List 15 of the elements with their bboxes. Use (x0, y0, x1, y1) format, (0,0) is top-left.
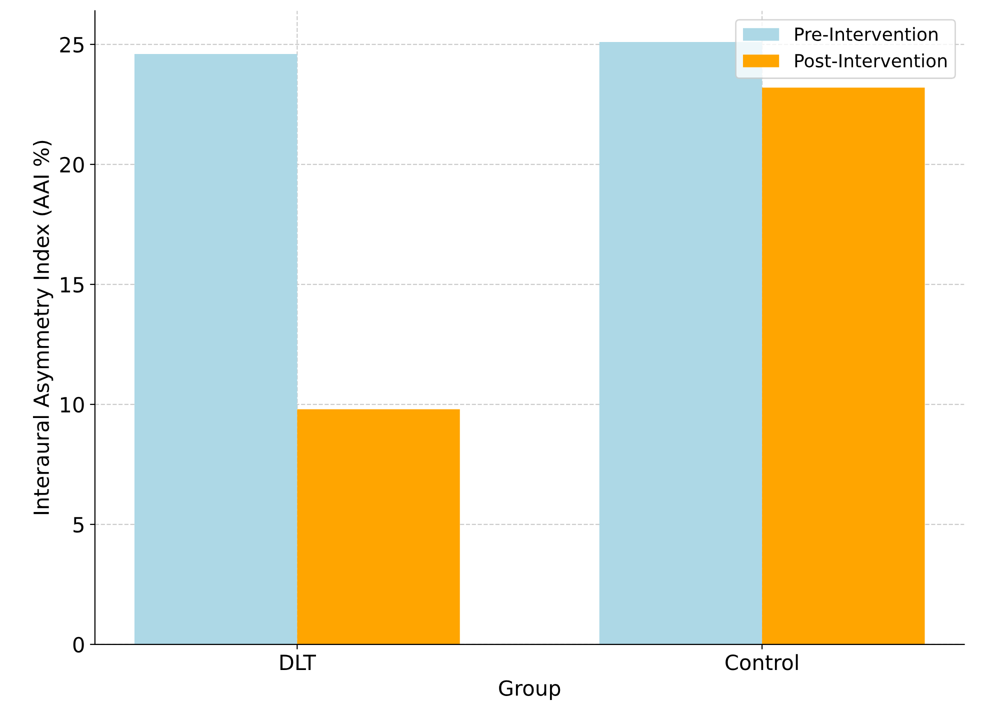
x-tick-label: Control (726, 654, 798, 670)
y-tick-label: 15 (61, 277, 84, 293)
x-axis-title: Group (499, 680, 560, 700)
y-tick-label: 5 (74, 517, 84, 533)
bar (134, 54, 298, 644)
legend-label: Pre-Intervention (795, 27, 938, 42)
y-tick-label: 20 (60, 156, 84, 173)
y-tick-label: 0 (73, 636, 84, 653)
bar (297, 409, 460, 644)
bar (762, 88, 925, 644)
y-tick-label: 25 (60, 36, 84, 53)
y-tick-label: 10 (61, 396, 84, 413)
legend-label: Post-Intervention (795, 54, 946, 68)
x-tick-label: DLT (280, 654, 316, 670)
y-axis-title: Interaural Asymmetry Index (AAI %) (32, 140, 54, 514)
